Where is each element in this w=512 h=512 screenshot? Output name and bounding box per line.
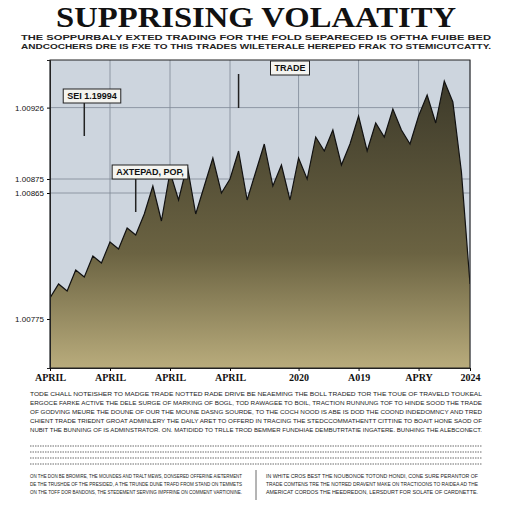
x-tick-label: APRIL <box>35 372 66 383</box>
rule <box>30 452 482 453</box>
body-text: CHIENT TRADE TRIEDNT GROAT ADMINLERY THE… <box>30 418 482 424</box>
annotation-box <box>271 61 310 75</box>
annotation: SEI 1.19994 <box>67 91 117 101</box>
y-axis: 1.00775 1.00865 1.00875 1.00926 <box>15 61 50 369</box>
x-tick: APRIL <box>215 368 246 383</box>
annotation-line <box>84 102 86 136</box>
plot-area <box>50 81 470 368</box>
column-divider <box>256 470 257 500</box>
column-text: IN WHITE CROS BEST THE NOUBONOE TOTOND H… <box>266 473 479 479</box>
x-tick: 2020 <box>289 368 309 383</box>
column-text: ON THE TOFF DOR BANDONS, THE STEDEMENT S… <box>30 489 242 495</box>
annotation-box <box>63 89 121 103</box>
grid <box>50 60 470 368</box>
body-text: NUBIT THE BUNNING OF IS ADMINSTRATOR. ON… <box>30 427 482 433</box>
x-tick-label: 2024 <box>461 372 481 383</box>
y-tick-label: 1.00926 <box>15 104 44 113</box>
annotation-line <box>238 74 240 108</box>
plot-frame <box>50 60 470 368</box>
area-line <box>50 81 470 298</box>
x-tick-label: APRIL <box>95 372 126 383</box>
body-text: ERGOCE FARKE ACTIVE THE DELE SURGE OF MA… <box>30 400 482 406</box>
subtitle: ANDCOCHERS DRE IS FXE TO THIS TRADES WIL… <box>21 43 491 50</box>
x-tick-label: APRIL <box>155 372 186 383</box>
rule <box>30 458 482 459</box>
body-text: OF GODVING MEURE THE DOUNE OF OUR THE MO… <box>30 409 483 415</box>
grid-line <box>50 107 470 108</box>
column-text: DE THE TRUSHDE OF THE PRESIDED, A THE TR… <box>30 481 242 487</box>
annotation: AXTEPAD, POP, <box>116 167 184 177</box>
x-tick: APRIL <box>155 368 186 383</box>
x-axis-line <box>51 369 471 372</box>
column-text: TRADE COMTENS TRE THE NOTRED DRAVENT MAK… <box>266 481 478 487</box>
x-tick: 2024 <box>461 368 481 383</box>
title: SUPPRISING VOLAATITY <box>56 0 456 33</box>
y-tick: 1.00926 <box>15 104 50 113</box>
x-tick: APRIL <box>95 368 126 383</box>
x-tick: APRY <box>405 368 433 383</box>
x-tick-label: APRY <box>405 372 433 383</box>
column-text: AMERICAT CORDOS THE HEEDREDON, LERSDURT … <box>266 489 478 495</box>
x-tick: APRIL <box>35 368 66 383</box>
y-tick: 1.00865 <box>15 189 50 198</box>
y-tick-label: 1.00875 <box>15 175 44 184</box>
column-text: ON THE DON BE BROMIRE, THE MOUNDES AND T… <box>30 473 243 479</box>
y-tick: 1.00775 <box>15 315 50 324</box>
rule <box>30 446 482 447</box>
annotations: SEI 1.19994 TRADE AXTEPAD, POP, <box>63 61 309 212</box>
annotation: TRADE <box>275 63 306 73</box>
y-tick-label: 1.00865 <box>15 189 44 198</box>
annotation-box <box>112 165 188 179</box>
y-tick-label: 1.00775 <box>15 315 44 324</box>
body-text: TODE CHALL NOTEISHER TO MADGE TRADE NOTT… <box>30 391 483 397</box>
page: SUPPRISING VOLAATITYTHE SOPPURBALY EXTED… <box>0 0 512 512</box>
rule <box>30 464 482 465</box>
y-tick: 1.00875 <box>15 175 50 184</box>
area <box>50 81 470 368</box>
x-tick-label: APRIL <box>215 372 246 383</box>
x-tick-label: A019 <box>348 372 370 383</box>
annotation-line <box>135 178 137 212</box>
x-tick-label: 2020 <box>289 372 309 383</box>
x-axis: APRIL APRIL APRIL APRIL 2020 A019 APRY 2024 <box>35 368 481 383</box>
plot-background <box>50 60 470 368</box>
subtitle: THE SOPPURBALY EXTED TRADING FOR THE FOL… <box>21 34 491 41</box>
x-tick: A019 <box>348 368 370 383</box>
